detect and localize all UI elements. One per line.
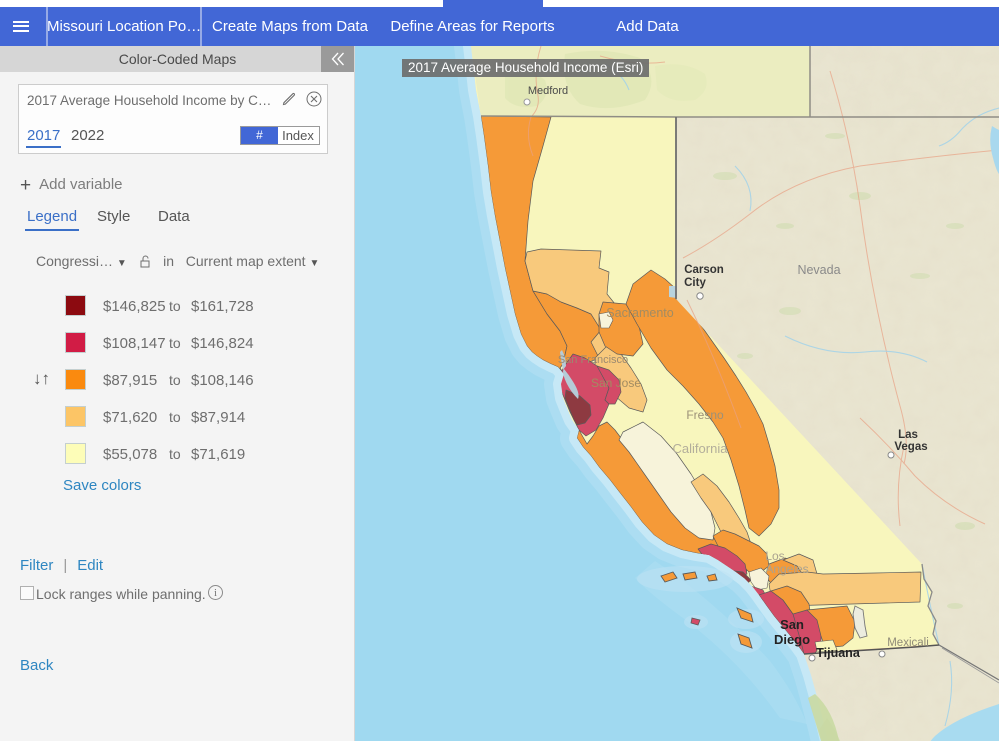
svg-text:Angeles: Angeles: [765, 562, 808, 576]
svg-text:Nevada: Nevada: [797, 263, 840, 277]
svg-text:San Francisco: San Francisco: [558, 354, 628, 366]
svg-text:San: San: [780, 617, 804, 632]
svg-text:Fresno: Fresno: [686, 408, 724, 422]
svg-text:Tijuana: Tijuana: [816, 646, 861, 660]
svg-text:Medford: Medford: [528, 85, 568, 97]
svg-text:Sacramento: Sacramento: [606, 306, 673, 320]
svg-text:San Jose: San Jose: [591, 376, 641, 390]
svg-text:Vegas: Vegas: [894, 441, 927, 453]
svg-text:Los: Los: [765, 549, 784, 563]
svg-text:Diego: Diego: [774, 632, 810, 647]
svg-text:California: California: [673, 441, 729, 456]
svg-text:Mexicali: Mexicali: [887, 637, 929, 649]
svg-text:Carson: Carson: [684, 264, 724, 276]
svg-text:Las: Las: [898, 429, 918, 441]
svg-text:City: City: [684, 277, 706, 289]
